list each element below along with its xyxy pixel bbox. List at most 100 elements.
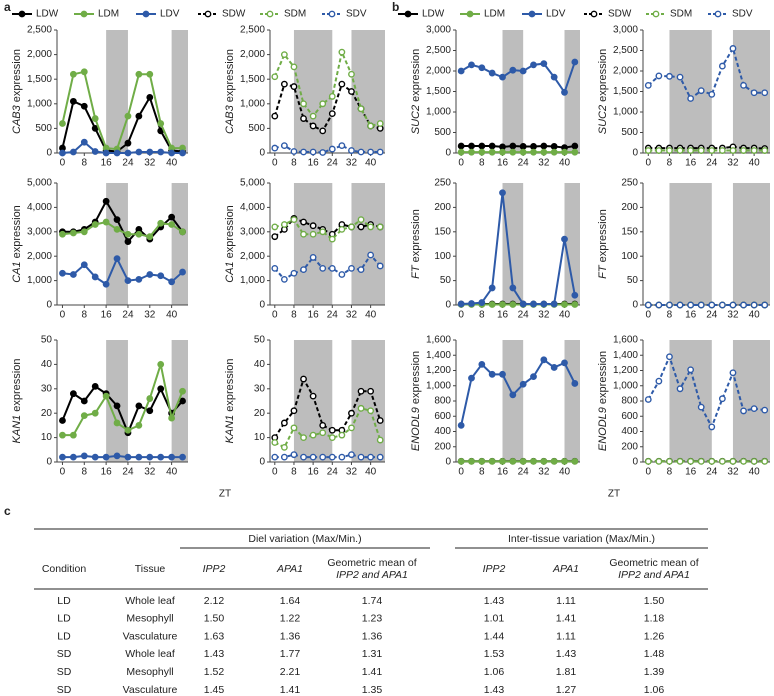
data-point xyxy=(509,148,517,156)
y-axis-unit: expression xyxy=(410,351,422,404)
data-point xyxy=(367,148,375,156)
legend-item: SDW xyxy=(198,9,246,20)
legend-label: SDV xyxy=(346,9,367,20)
data-point xyxy=(69,229,77,237)
y-tick-label: 0 xyxy=(445,300,451,311)
y-axis-title: CA1 expression xyxy=(11,205,23,283)
data-point xyxy=(300,100,307,108)
x-tick-label: 40 xyxy=(559,467,571,478)
table-cell: 1.06 xyxy=(644,684,665,696)
data-point xyxy=(80,452,88,460)
x-tick-label: 0 xyxy=(60,310,66,321)
legend-label: LDM xyxy=(98,9,119,20)
data-point xyxy=(328,93,336,100)
y-tick-label: 250 xyxy=(434,178,451,189)
data-point xyxy=(519,380,527,388)
y-tick-label: 1,200 xyxy=(613,365,638,376)
data-point xyxy=(59,149,66,157)
legend-item: SDW xyxy=(584,9,632,20)
data-point xyxy=(644,301,652,309)
data-point xyxy=(561,148,568,156)
data-point xyxy=(357,223,365,231)
data-point xyxy=(290,269,298,277)
table-cell: Whole leaf xyxy=(125,648,175,660)
data-point xyxy=(687,301,695,309)
data-point xyxy=(135,402,143,410)
table-cell: 1.41 xyxy=(556,613,577,625)
x-tick-label: 0 xyxy=(272,467,278,478)
data-point xyxy=(300,453,307,461)
chart: 0 500 1,000 1,500 2,000 2,500 3,000 0 8 16 24 32 40 S… xyxy=(597,25,770,169)
data-point xyxy=(271,144,279,152)
data-point xyxy=(328,426,336,434)
dark-period xyxy=(293,340,333,462)
y-tick-label: 1,000 xyxy=(240,98,265,109)
legend-label: LDV xyxy=(546,9,566,20)
y-tick-label: 1,400 xyxy=(426,350,451,361)
y-tick-label: 2,000 xyxy=(240,49,265,60)
y-tick-label: 1,000 xyxy=(240,275,265,286)
data-point xyxy=(157,148,165,156)
data-point xyxy=(80,102,88,110)
x-tick-label: 40 xyxy=(166,467,178,478)
table-cell: 1.43 xyxy=(484,684,505,696)
data-point xyxy=(530,143,537,150)
x-tick-label: 24 xyxy=(122,467,134,478)
legend-label: SDM xyxy=(670,9,692,20)
y-tick-label: 20 xyxy=(41,408,53,419)
y-tick-label: 30 xyxy=(41,383,53,394)
data-point xyxy=(59,431,66,439)
data-point xyxy=(499,301,506,308)
y-axis-unit: expression xyxy=(224,205,236,258)
data-point xyxy=(309,254,317,261)
x-tick-label: 32 xyxy=(346,310,358,321)
data-point xyxy=(718,395,726,403)
data-point xyxy=(550,148,558,156)
data-point xyxy=(708,90,716,98)
data-point xyxy=(499,189,506,197)
data-point xyxy=(124,149,132,157)
data-point xyxy=(509,301,517,308)
data-point xyxy=(530,457,537,465)
legend-item: LDV xyxy=(522,9,566,20)
data-point xyxy=(740,81,747,89)
data-point xyxy=(718,147,726,154)
data-point xyxy=(348,424,355,432)
legend-marker xyxy=(528,10,536,18)
data-point xyxy=(488,457,496,465)
data-point xyxy=(348,147,355,154)
data-point xyxy=(499,143,506,151)
x-tick-label: 16 xyxy=(685,158,697,169)
x-tick-label: 0 xyxy=(458,310,464,321)
data-point xyxy=(59,417,66,424)
x-tick-label: 16 xyxy=(685,310,697,321)
y-tick-label: 40 xyxy=(254,359,266,370)
data-point xyxy=(540,457,548,465)
legend-marker xyxy=(142,10,150,18)
y-tick-label: 2,500 xyxy=(240,25,265,36)
data-point xyxy=(309,392,317,400)
data-point xyxy=(102,280,110,288)
data-point xyxy=(59,120,66,127)
data-point xyxy=(666,72,673,80)
data-point xyxy=(499,73,506,81)
legend-marker xyxy=(266,10,274,18)
data-point xyxy=(488,301,496,308)
table-cell: SD xyxy=(57,666,72,678)
data-point xyxy=(488,69,496,77)
legend-item: LDM xyxy=(74,9,119,20)
dark-period xyxy=(502,340,524,462)
data-point xyxy=(124,426,132,434)
data-point xyxy=(113,216,121,224)
table-cell: 1.43 xyxy=(556,648,577,660)
dark-period xyxy=(293,30,333,153)
data-point xyxy=(280,80,288,88)
y-axis-unit: expression xyxy=(11,359,23,412)
x-tick-label: 8 xyxy=(479,467,485,478)
data-point xyxy=(69,453,77,461)
data-point xyxy=(309,230,317,238)
x-tick-label: 16 xyxy=(497,467,509,478)
data-point xyxy=(146,407,154,415)
panel-letter: a xyxy=(4,0,11,14)
y-tick-label: 600 xyxy=(434,411,451,422)
